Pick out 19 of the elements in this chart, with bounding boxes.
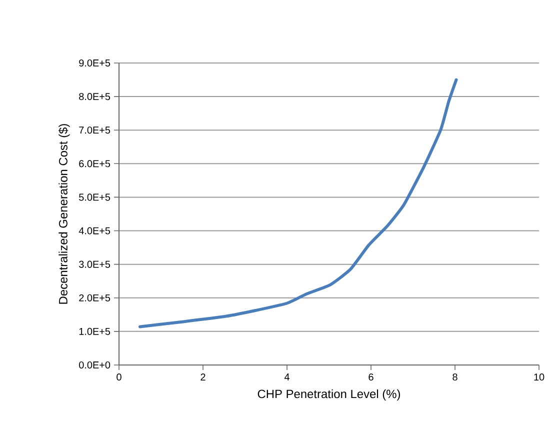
y-tick-label: 8.0E+5 (79, 93, 110, 100)
y-tick-label: 6.0E+5 (79, 160, 110, 168)
y-tick-label: 4.0E+5 (78, 227, 110, 234)
x-tick-label: 2 (200, 374, 206, 380)
x-tick-label: 0 (116, 374, 122, 381)
x-tick-label: 4 (284, 374, 290, 380)
x-tick-label: 6 (368, 374, 374, 381)
y-tick-label: 9.0E+5 (79, 59, 110, 67)
x-tick-label: 10 (534, 374, 544, 381)
line-series (138, 78, 458, 328)
y-tick-label: 0.0E+0 (79, 361, 110, 369)
y-tick-label: 2.0E+5 (79, 294, 110, 302)
y-tick-label: 1.0E+5 (79, 328, 110, 335)
y-tick-label: 3.0E+5 (79, 260, 110, 268)
x-axis-title: CHP Penetration Level (%) (258, 389, 400, 401)
y-tick-label: 7.0E+5 (79, 126, 110, 134)
y-tick-label: 5.0E+5 (79, 194, 110, 201)
x-tick-label: 8 (452, 374, 458, 381)
y-axis-title: Decentralized Generation Cost ($) (58, 124, 70, 304)
